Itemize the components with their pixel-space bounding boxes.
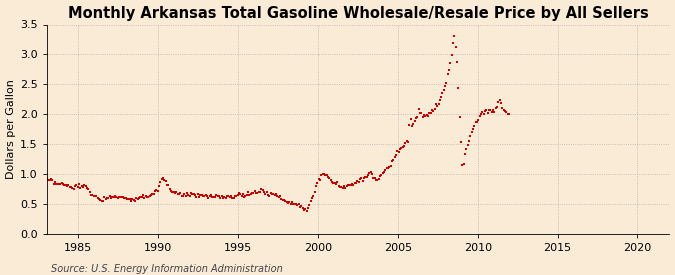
Text: Source: U.S. Energy Information Administration: Source: U.S. Energy Information Administ… xyxy=(51,264,282,274)
Title: Monthly Arkansas Total Gasoline Wholesale/Resale Price by All Sellers: Monthly Arkansas Total Gasoline Wholesal… xyxy=(68,6,649,21)
Y-axis label: Dollars per Gallon: Dollars per Gallon xyxy=(5,79,16,179)
